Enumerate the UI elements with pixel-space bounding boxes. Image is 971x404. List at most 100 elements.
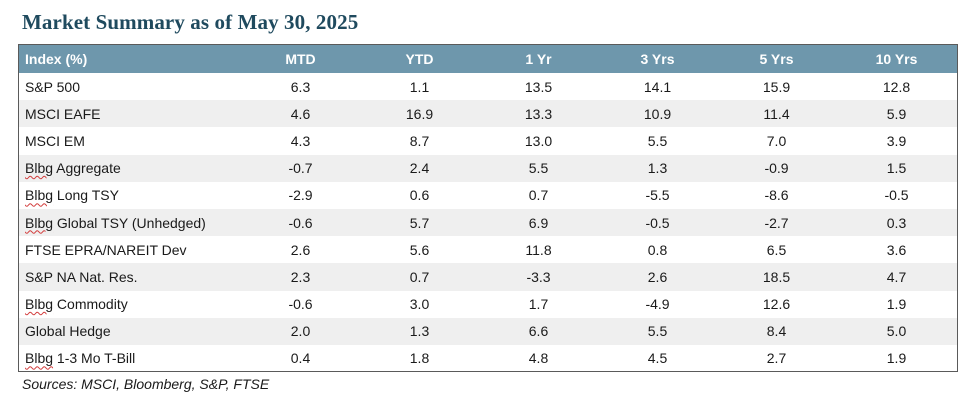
cell-1yr: 6.6 [528,323,549,340]
header-mtd: MTD [285,51,316,67]
cell-1yr: 4.8 [528,350,549,367]
cell-10yrs: 12.8 [882,78,911,95]
row-name-rest: 1-3 Mo T-Bill [53,350,136,367]
row-name-rest: Global TSY (Unhedged) [53,214,206,231]
cell-3yrs: -4.9 [645,296,670,313]
cell-10yrs: 1.5 [886,160,907,177]
cell-mtd: 4.3 [290,132,311,149]
cell-1yr: 11.8 [525,241,552,258]
cell-ytd: 1.8 [409,350,430,367]
row-name-prefix: Blbg [25,160,54,177]
table-row: FTSE EPRA/NAREIT Dev 2.6 5.6 11.8 0.8 6.5 3.6 [19,236,957,264]
cell-ytd: 5.6 [409,241,430,258]
row-index-name: S&P NA Nat. Res. [19,263,241,290]
row-name-text: MSCI EM [25,132,85,149]
cell-ytd: 0.6 [409,187,430,204]
cell-10yrs: 1.9 [886,350,907,367]
cell-3yrs: 10.9 [643,105,672,122]
cell-3yrs: 5.5 [647,132,668,149]
table-row: S&P 500 6.3 1.1 13.5 14.1 15.9 12.8 [19,73,957,101]
cell-ytd: 16.9 [405,105,434,122]
cell-10yrs: 5.0 [886,323,907,340]
cell-ytd: 1.1 [409,78,430,95]
cell-3yrs: 14.1 [643,78,672,95]
row-name-prefix: Blbg [25,296,54,313]
table-row: S&P NA Nat. Res. 2.3 0.7 -3.3 2.6 18.5 4.7 [19,263,957,291]
cell-1yr: 6.9 [528,214,549,231]
row-index-name: S&P 500 [19,73,241,100]
cell-ytd: 1.3 [409,323,430,340]
cell-3yrs: 4.5 [647,350,668,367]
table-header-row: Index (%) MTD YTD 1 Yr 3 Yrs 5 Yrs 10 Yr… [19,45,957,73]
table-row: MSCI EAFE 4.6 16.9 13.3 10.9 11.4 5.9 [19,100,957,128]
cell-1yr: 13.3 [524,105,553,122]
cell-10yrs: 5.9 [886,105,907,122]
row-index-name: Blbg Aggregate [19,155,241,182]
cell-ytd: 2.4 [409,160,430,177]
cell-1yr: 13.0 [524,132,553,149]
row-name-text: S&P NA Nat. Res. [25,268,138,285]
row-name-rest: Commodity [53,296,128,313]
row-name-text: MSCI EAFE [25,105,101,122]
cell-10yrs: 4.7 [886,268,907,285]
row-index-name: MSCI EM [19,127,241,154]
table-row: Blbg 1-3 Mo T-Bill 0.4 1.8 4.8 4.5 2.7 1.9 [19,344,957,371]
row-index-name: MSCI EAFE [19,100,241,127]
page-title: Market Summary as of May 30, 2025 [22,10,359,34]
header-10yrs: 10 Yrs [875,51,918,67]
row-index-name: Global Hedge [19,318,241,345]
cell-mtd: -0.7 [288,160,313,177]
cell-5yrs: 11.4 [763,105,790,122]
cell-5yrs: 15.9 [762,78,791,95]
cell-mtd: -0.6 [288,214,313,231]
cell-5yrs: 12.6 [762,296,791,313]
cell-mtd: 0.4 [290,350,311,367]
cell-ytd: 8.7 [409,132,430,149]
cell-1yr: 1.7 [528,296,549,313]
row-index-name: Blbg Global TSY (Unhedged) [19,209,241,236]
cell-mtd: 2.6 [290,241,311,258]
row-index-name: Blbg Long TSY [19,182,241,209]
cell-1yr: 5.5 [528,160,549,177]
table-row: MSCI EM 4.3 8.7 13.0 5.5 7.0 3.9 [19,127,957,155]
row-name-rest: Long TSY [53,187,119,204]
cell-10yrs: 0.3 [886,214,907,231]
header-index: Index (%) [25,51,88,67]
cell-mtd: -0.6 [288,296,313,313]
row-name-prefix: Blbg [25,187,54,204]
cell-mtd: -2.9 [288,187,313,204]
header-5yrs: 5 Yrs [759,51,794,67]
table-row: Blbg Aggregate -0.7 2.4 5.5 1.3 -0.9 1.5 [19,154,957,182]
cell-ytd: 3.0 [409,296,430,313]
cell-5yrs: 18.5 [762,268,791,285]
cell-3yrs: 2.6 [647,268,668,285]
cell-3yrs: 0.8 [647,241,668,258]
market-summary-table: Index (%) MTD YTD 1 Yr 3 Yrs 5 Yrs 10 Yr… [19,45,957,371]
cell-ytd: 5.7 [409,214,430,231]
row-name-text: S&P 500 [25,78,81,95]
cell-5yrs: 6.5 [766,241,787,258]
row-name-text: FTSE EPRA/NAREIT Dev [25,241,187,258]
row-name-rest: Aggregate [53,160,121,177]
cell-3yrs: 1.3 [647,160,668,177]
cell-mtd: 2.3 [290,268,311,285]
cell-1yr: -3.3 [526,268,551,285]
cell-5yrs: 8.4 [766,323,787,340]
row-name-prefix: Blbg [25,350,54,367]
cell-1yr: 13.5 [524,78,553,95]
table-row: Blbg Global TSY (Unhedged) -0.6 5.7 6.9 -0.5… [19,208,957,237]
cell-5yrs: -2.7 [764,214,789,231]
cell-10yrs: -0.5 [884,187,909,204]
cell-5yrs: -8.6 [764,187,789,204]
sources-note: Sources: MSCI, Bloomberg, S&P, FTSE [22,376,270,392]
cell-ytd: 0.7 [409,268,430,285]
header-1yr: 1 Yr [525,51,552,67]
row-index-name: FTSE EPRA/NAREIT Dev [19,236,241,263]
header-3yrs: 3 Yrs [640,51,675,67]
header-ytd: YTD [405,51,434,67]
cell-10yrs: 1.9 [886,296,907,313]
cell-10yrs: 3.9 [886,132,907,149]
cell-5yrs: 2.7 [766,350,787,367]
cell-mtd: 2.0 [290,323,311,340]
table-row: Blbg Commodity -0.6 3.0 1.7 -4.9 12.6 1.9 [19,290,957,318]
